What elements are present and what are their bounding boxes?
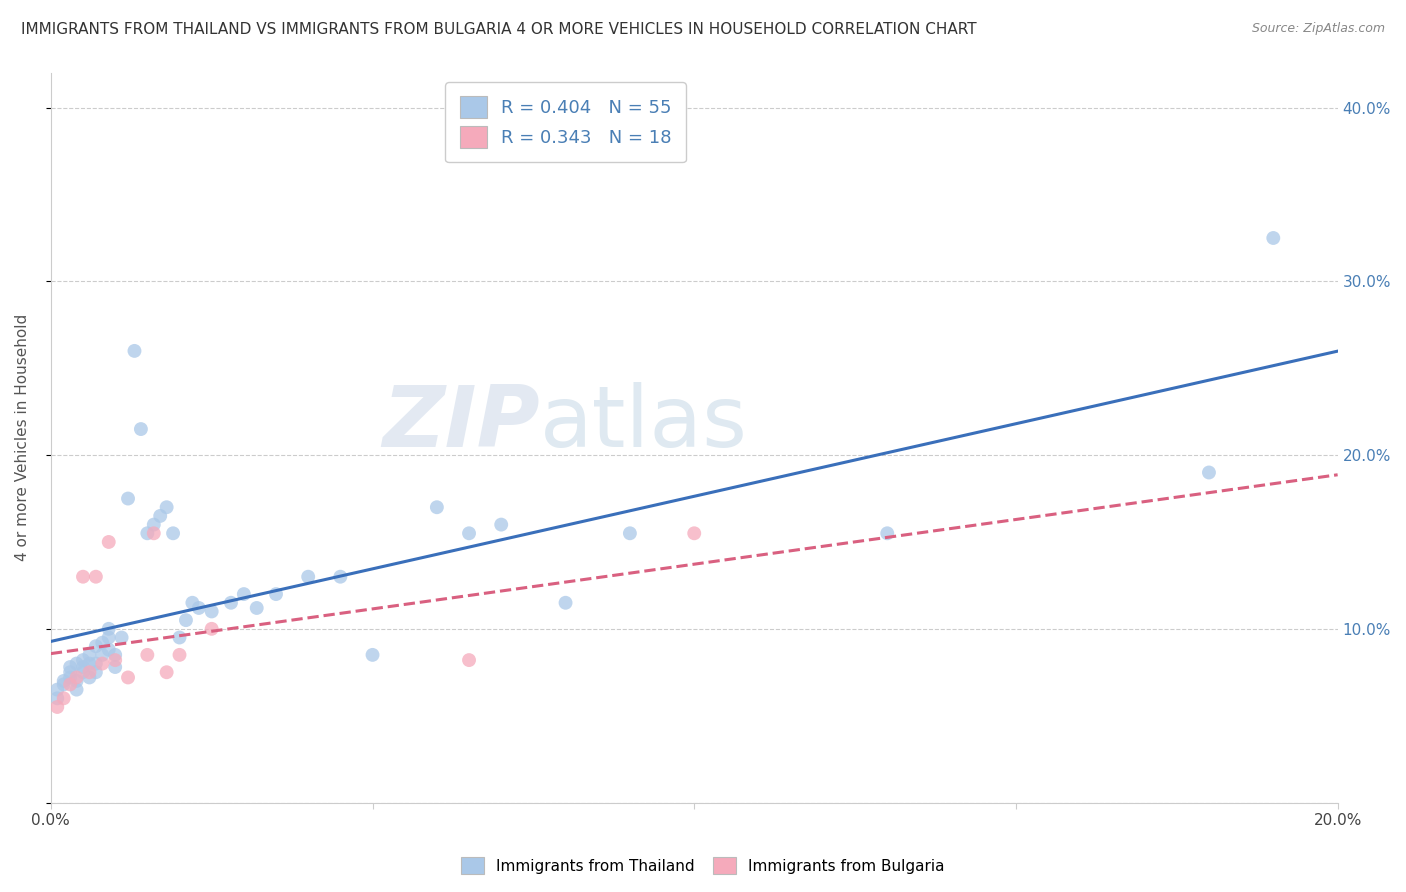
Point: [84, 665, 107, 680]
Point: [104, 660, 127, 674]
Point: [46, 682, 69, 697]
Y-axis label: 4 or more Vehicles in Household: 4 or more Vehicles in Household: [15, 314, 30, 561]
Point: [65, 682, 87, 697]
Point: [187, 601, 209, 615]
Point: [361, 648, 384, 662]
Point: [181, 596, 204, 610]
Point: [201, 622, 224, 636]
Point: [84, 570, 107, 584]
Point: [489, 517, 512, 532]
Point: [46, 700, 69, 714]
Point: [97, 631, 120, 645]
Point: [297, 570, 319, 584]
Point: [52, 673, 75, 688]
Point: [129, 422, 152, 436]
Point: [117, 491, 139, 506]
Point: [52, 677, 75, 691]
Point: [79, 670, 101, 684]
Point: [79, 648, 101, 662]
Point: [72, 665, 94, 680]
Point: [156, 500, 179, 515]
Point: [91, 636, 114, 650]
Point: [84, 639, 107, 653]
Text: atlas: atlas: [540, 382, 748, 465]
Point: [65, 657, 87, 671]
Point: [169, 648, 191, 662]
Point: [1263, 231, 1285, 245]
Point: [117, 670, 139, 684]
Point: [201, 604, 224, 618]
Point: [232, 587, 254, 601]
Point: [59, 670, 82, 684]
Text: Source: ZipAtlas.com: Source: ZipAtlas.com: [1251, 22, 1385, 36]
Point: [46, 691, 69, 706]
Point: [72, 653, 94, 667]
Point: [169, 631, 191, 645]
Point: [458, 526, 481, 541]
Point: [72, 660, 94, 674]
Point: [79, 665, 101, 680]
Point: [91, 648, 114, 662]
Point: [219, 596, 242, 610]
Point: [136, 648, 159, 662]
Legend: R = 0.404   N = 55, R = 0.343   N = 18: R = 0.404 N = 55, R = 0.343 N = 18: [446, 82, 686, 162]
Point: [79, 657, 101, 671]
Point: [149, 508, 172, 523]
Text: IMMIGRANTS FROM THAILAND VS IMMIGRANTS FROM BULGARIA 4 OR MORE VEHICLES IN HOUSE: IMMIGRANTS FROM THAILAND VS IMMIGRANTS F…: [21, 22, 977, 37]
Point: [65, 670, 87, 684]
Point: [104, 653, 127, 667]
Point: [156, 665, 179, 680]
Point: [84, 657, 107, 671]
Point: [683, 526, 706, 541]
Point: [59, 677, 82, 691]
Point: [426, 500, 449, 515]
Point: [110, 631, 132, 645]
Point: [142, 517, 165, 532]
Point: [65, 673, 87, 688]
Point: [52, 691, 75, 706]
Point: [246, 601, 269, 615]
Point: [97, 642, 120, 657]
Point: [59, 660, 82, 674]
Point: [1198, 466, 1220, 480]
Point: [97, 622, 120, 636]
Point: [136, 526, 159, 541]
Point: [162, 526, 184, 541]
Point: [142, 526, 165, 541]
Point: [876, 526, 898, 541]
Point: [104, 648, 127, 662]
Point: [264, 587, 287, 601]
Point: [458, 653, 481, 667]
Point: [619, 526, 641, 541]
Point: [72, 570, 94, 584]
Legend: Immigrants from Thailand, Immigrants from Bulgaria: Immigrants from Thailand, Immigrants fro…: [456, 851, 950, 880]
Point: [174, 613, 197, 627]
Point: [97, 535, 120, 549]
Point: [59, 665, 82, 680]
Point: [124, 343, 146, 358]
Point: [554, 596, 576, 610]
Point: [91, 657, 114, 671]
Text: ZIP: ZIP: [382, 382, 540, 465]
Point: [329, 570, 352, 584]
